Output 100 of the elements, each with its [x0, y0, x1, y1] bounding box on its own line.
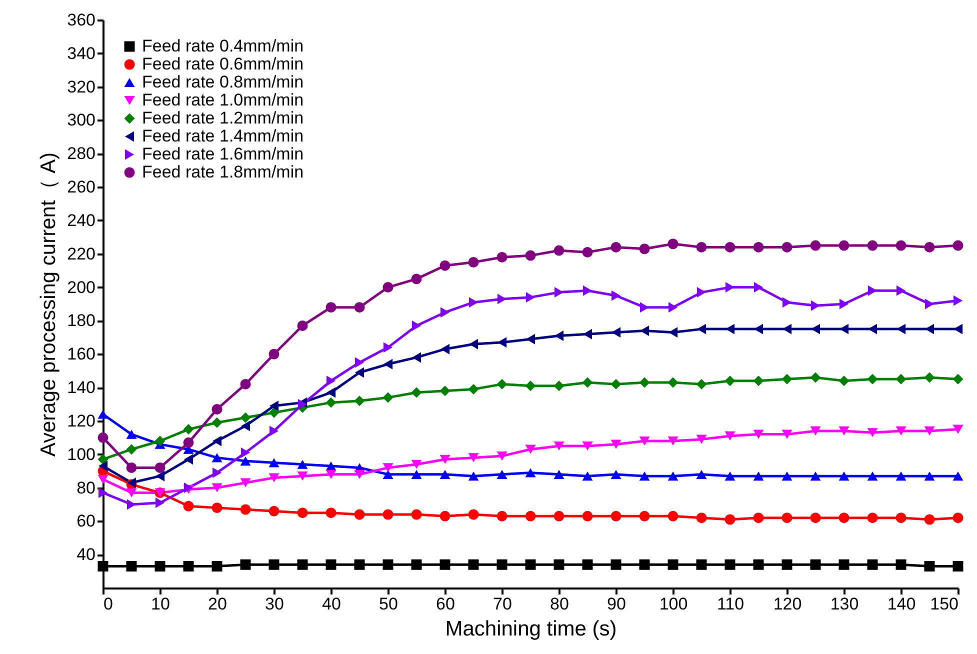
point — [212, 453, 222, 462]
point — [582, 510, 593, 522]
point — [184, 454, 194, 465]
x-tick-label: 140 — [887, 594, 916, 614]
point — [696, 287, 706, 298]
point — [440, 510, 450, 522]
point — [440, 470, 450, 479]
point — [525, 559, 536, 570]
legend-label: Feed rate 1.2mm/min — [142, 108, 304, 128]
y-tick-label: 60 — [76, 512, 96, 531]
point — [526, 292, 536, 303]
point — [440, 386, 450, 396]
point — [98, 474, 108, 484]
y-tick-label: 220 — [67, 244, 96, 264]
point — [98, 410, 108, 419]
legend-label: Feed rate 0.6mm/min — [142, 54, 304, 74]
point — [838, 512, 850, 524]
point — [297, 320, 308, 331]
point — [383, 358, 393, 370]
point — [440, 307, 450, 318]
point — [326, 302, 336, 313]
point — [440, 344, 450, 354]
point — [496, 378, 508, 390]
point — [782, 430, 792, 439]
x-tick-label: 20 — [208, 594, 227, 614]
point — [326, 508, 336, 518]
point — [98, 432, 108, 443]
point — [440, 559, 450, 570]
point — [610, 378, 622, 390]
point — [412, 352, 422, 363]
point — [268, 348, 280, 360]
point — [582, 285, 592, 296]
point — [896, 472, 906, 481]
point — [610, 242, 622, 252]
y-tick-label: 40 — [76, 545, 96, 564]
point — [382, 559, 394, 570]
point — [525, 444, 536, 454]
point — [98, 454, 108, 465]
point — [268, 559, 280, 570]
point — [525, 510, 536, 522]
point — [810, 559, 821, 570]
y-tick-label: 140 — [67, 378, 96, 398]
point — [810, 512, 821, 524]
point — [382, 509, 394, 520]
point — [753, 512, 764, 524]
point — [496, 559, 508, 570]
point — [610, 470, 622, 479]
point — [468, 384, 479, 394]
point — [554, 287, 564, 298]
point — [383, 342, 393, 353]
point — [582, 472, 593, 481]
point — [382, 392, 394, 403]
point — [554, 510, 564, 522]
point — [354, 396, 365, 406]
point — [754, 282, 764, 293]
point — [867, 428, 878, 438]
y-tick-label: 180 — [67, 311, 96, 330]
point — [924, 242, 935, 252]
x-tick-label: 10 — [151, 594, 170, 614]
point — [154, 436, 166, 446]
point — [952, 472, 964, 481]
point — [896, 240, 906, 251]
point — [952, 424, 964, 434]
point — [240, 504, 251, 515]
point — [496, 252, 508, 262]
point — [240, 378, 251, 390]
x-tick-label: 120 — [773, 594, 802, 614]
point — [952, 512, 964, 524]
point — [810, 426, 821, 436]
point — [896, 426, 906, 436]
point — [582, 377, 593, 388]
point — [924, 514, 935, 525]
point — [611, 290, 621, 301]
point — [782, 559, 792, 570]
point — [240, 478, 251, 488]
point — [838, 376, 850, 386]
point — [468, 559, 479, 570]
point — [838, 240, 850, 251]
point — [696, 559, 707, 570]
y-tick-label: 200 — [67, 278, 96, 297]
point — [639, 436, 650, 446]
x-axis-title: Machining time (s) — [445, 618, 617, 640]
point — [753, 376, 764, 386]
point — [269, 400, 279, 412]
point — [724, 376, 736, 386]
point — [354, 470, 365, 479]
point — [952, 240, 964, 251]
point — [212, 417, 222, 428]
point — [696, 470, 707, 479]
point — [382, 470, 394, 479]
point — [212, 502, 222, 514]
point — [753, 559, 764, 570]
point — [440, 260, 450, 271]
point — [952, 561, 964, 572]
point — [354, 367, 364, 378]
point — [525, 468, 536, 478]
point — [98, 460, 108, 472]
x-tick-label: 0 — [104, 594, 113, 614]
point — [354, 559, 365, 570]
point — [98, 561, 108, 572]
